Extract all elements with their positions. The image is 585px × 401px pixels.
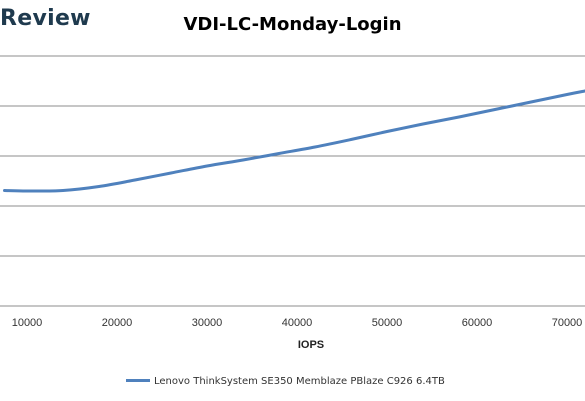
x-tick-label: 60000 [462, 317, 493, 329]
gridlines [0, 55, 585, 307]
x-tick-label: 70000 [552, 317, 583, 329]
chart-title: VDI-LC-Monday-Login [183, 14, 402, 35]
legend: Lenovo ThinkSystem SE350 Memblaze PBlaze… [126, 376, 445, 387]
x-tick-label: 10000 [12, 317, 43, 329]
x-tick-label: 20000 [102, 317, 133, 329]
series-lines [3, 89, 585, 193]
x-tick-label: 40000 [282, 317, 313, 329]
brand-logo-text: Review [0, 6, 91, 31]
series-line-0 [3, 89, 585, 193]
x-tick-label: 30000 [192, 317, 223, 329]
legend-label: Lenovo ThinkSystem SE350 Memblaze PBlaze… [154, 376, 445, 387]
x-axis-ticks: 10000 20000 30000 40000 50000 60000 70000 [12, 317, 583, 329]
x-tick-label: 50000 [372, 317, 403, 329]
x-axis-label: IOPS [298, 339, 324, 351]
